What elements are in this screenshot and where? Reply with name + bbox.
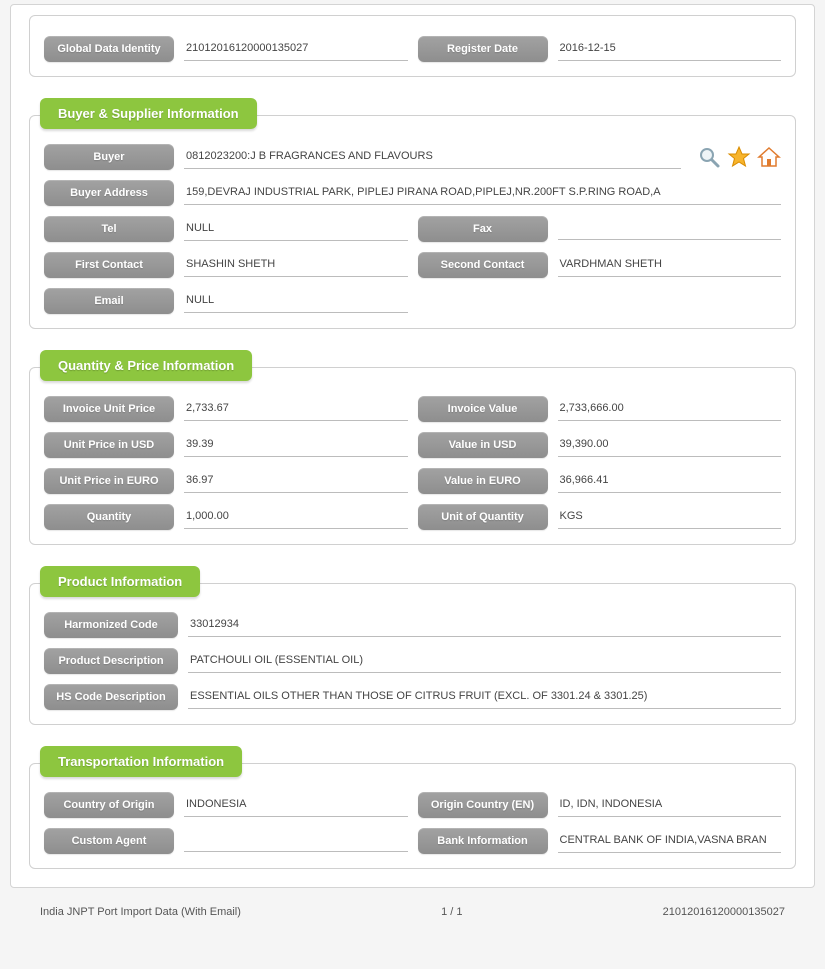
label-email: Email: [44, 288, 174, 314]
label-country-origin: Country of Origin: [44, 792, 174, 818]
value-invoice-unit-price: 2,733.67: [184, 398, 408, 421]
label-global-data-identity: Global Data Identity: [44, 36, 174, 62]
footer-page: 1 / 1: [441, 906, 462, 918]
label-unit-price-usd: Unit Price in USD: [44, 432, 174, 458]
label-value-euro: Value in EURO: [418, 468, 548, 494]
label-tel: Tel: [44, 216, 174, 242]
section-header-product: Product Information: [40, 566, 200, 597]
label-buyer: Buyer: [44, 144, 174, 170]
value-origin-country-en: ID, IDN, INDONESIA: [558, 794, 782, 817]
action-icons: [697, 145, 781, 169]
label-origin-country-en: Origin Country (EN): [418, 792, 548, 818]
quantity-price-card: Quantity & Price Information Invoice Uni…: [29, 367, 796, 545]
label-bank-info: Bank Information: [418, 828, 548, 854]
value-value-euro: 36,966.41: [558, 470, 782, 493]
label-harmonized-code: Harmonized Code: [44, 612, 178, 638]
value-product-description: PATCHOULI OIL (ESSENTIAL OIL): [188, 650, 781, 673]
label-fax: Fax: [418, 216, 548, 242]
label-invoice-unit-price: Invoice Unit Price: [44, 396, 174, 422]
label-buyer-address: Buyer Address: [44, 180, 174, 206]
label-value-usd: Value in USD: [418, 432, 548, 458]
value-unit-price-euro: 36.97: [184, 470, 408, 493]
footer-right: 21012016120000135027: [663, 906, 785, 918]
label-quantity: Quantity: [44, 504, 174, 530]
buyer-supplier-card: Buyer & Supplier Information Buyer 08120…: [29, 115, 796, 329]
value-fax: [558, 218, 782, 240]
product-card: Product Information Harmonized Code 3301…: [29, 583, 796, 725]
page-container: Global Data Identity 2101201612000013502…: [10, 4, 815, 888]
value-tel: NULL: [184, 218, 408, 241]
value-quantity: 1,000.00: [184, 506, 408, 529]
section-header-quantity: Quantity & Price Information: [40, 350, 252, 381]
value-unit-price-usd: 39.39: [184, 434, 408, 457]
value-first-contact: SHASHIN SHETH: [184, 254, 408, 277]
identity-card: Global Data Identity 2101201612000013502…: [29, 15, 796, 77]
value-invoice-value: 2,733,666.00: [558, 398, 782, 421]
value-country-origin: INDONESIA: [184, 794, 408, 817]
value-second-contact: VARDHMAN SHETH: [558, 254, 782, 277]
label-first-contact: First Contact: [44, 252, 174, 278]
footer-left: India JNPT Port Import Data (With Email): [40, 906, 241, 918]
label-second-contact: Second Contact: [418, 252, 548, 278]
value-hs-code-description: ESSENTIAL OILS OTHER THAN THOSE OF CITRU…: [188, 686, 781, 709]
label-unit-of-quantity: Unit of Quantity: [418, 504, 548, 530]
label-unit-price-euro: Unit Price in EURO: [44, 468, 174, 494]
value-unit-of-quantity: KGS: [558, 506, 782, 529]
value-buyer: 0812023200:J B FRAGRANCES AND FLAVOURS: [184, 146, 681, 169]
transport-card: Transportation Information Country of Or…: [29, 763, 796, 869]
section-header-buyer: Buyer & Supplier Information: [40, 98, 257, 129]
label-custom-agent: Custom Agent: [44, 828, 174, 854]
value-custom-agent: [184, 830, 408, 852]
label-register-date: Register Date: [418, 36, 548, 62]
value-global-data-identity: 21012016120000135027: [184, 38, 408, 61]
footer: India JNPT Port Import Data (With Email)…: [10, 888, 815, 924]
label-hs-code-description: HS Code Description: [44, 684, 178, 710]
value-register-date: 2016-12-15: [558, 38, 782, 61]
value-harmonized-code: 33012934: [188, 614, 781, 637]
value-value-usd: 39,390.00: [558, 434, 782, 457]
value-bank-info: CENTRAL BANK OF INDIA,VASNA BRAN: [558, 830, 782, 853]
home-icon[interactable]: [757, 145, 781, 169]
value-email: NULL: [184, 290, 408, 313]
value-buyer-address: 159,DEVRAJ INDUSTRIAL PARK, PIPLEJ PIRAN…: [184, 182, 781, 205]
label-invoice-value: Invoice Value: [418, 396, 548, 422]
section-header-transport: Transportation Information: [40, 746, 242, 777]
search-icon[interactable]: [697, 145, 721, 169]
label-product-description: Product Description: [44, 648, 178, 674]
star-icon[interactable]: [727, 145, 751, 169]
